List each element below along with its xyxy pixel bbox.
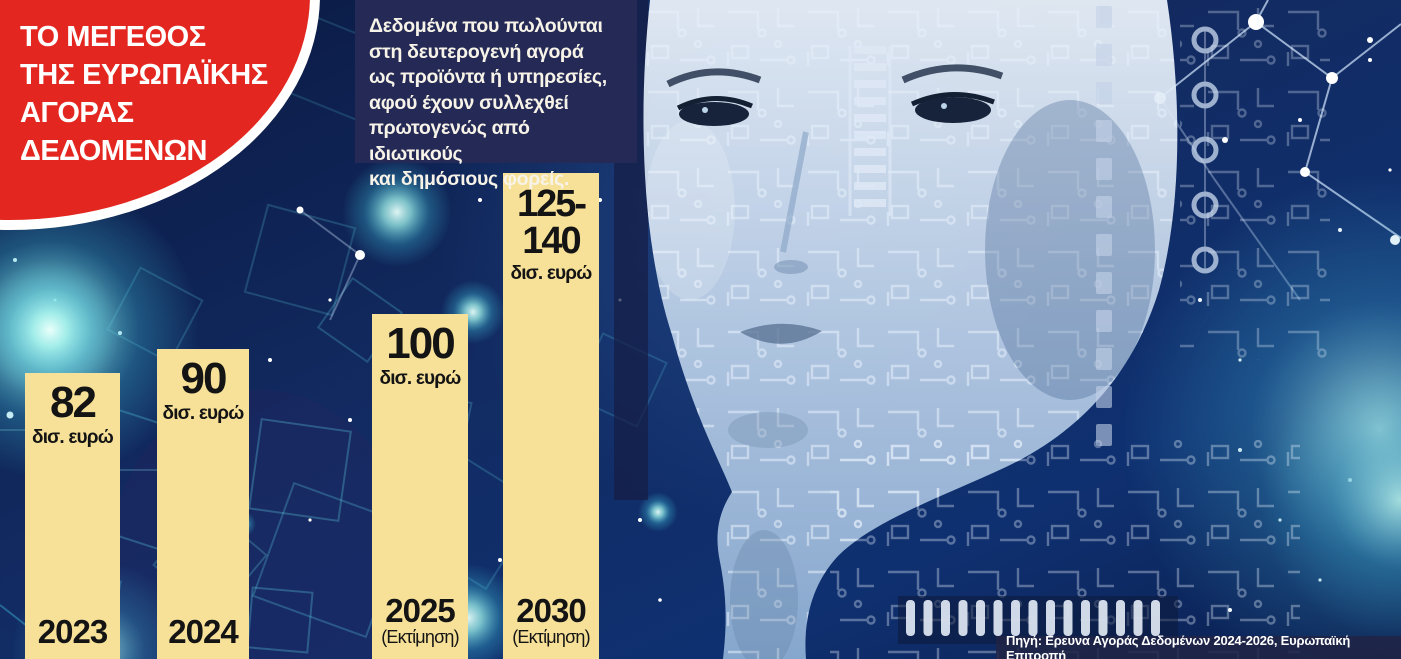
bar-unit-label: δισ. ευρώ (379, 367, 461, 389)
bar-value: 90 (180, 354, 228, 403)
bar-unit-label: δισ. ευρώ (31, 426, 114, 448)
ic-pin-ladder-decoration (848, 46, 892, 216)
note-line: αφού έχουν συλλεχθεί (369, 91, 569, 114)
bar-2024: 90 δισ. ευρώ 2024 (157, 349, 249, 659)
pad-rect-column-decoration (1096, 6, 1112, 446)
note-line: ως προϊόντα ή υπηρεσίες, (369, 66, 607, 88)
bar-2025: 100 δισ. ευρώ 2025 (Εκτίμηση) (372, 314, 468, 659)
bar-estimate-label: (Εκτίμηση) (512, 627, 590, 648)
bar-unit-label: δισ. ευρώ (510, 263, 592, 285)
note-line: και δημόσιους φορείς. (369, 168, 570, 190)
bar-estimate-label: (Εκτίμηση) (381, 627, 459, 648)
bar-year-label: 2030 (516, 592, 586, 630)
bar-year-label: 2023 (37, 613, 108, 650)
source-credit: Πηγή: Ερευνα Αγοράς Δεδομένων 2024-2026,… (996, 632, 1401, 659)
bar-value-line2: 140 (522, 220, 581, 263)
source-credit-text: Πηγή: Ερευνα Αγοράς Δεδομένων 2024-2026,… (1006, 632, 1351, 659)
note-line: στη δευτερογενή αγορά (369, 40, 584, 63)
bar-value-block: 100 δισ. ευρώ (379, 314, 461, 390)
title-line: ΔΕΔΟΜΕΝΩΝ (20, 135, 207, 167)
bar-year-label: 2025 (385, 592, 455, 630)
bar-year-label: 2024 (168, 613, 238, 650)
bar-2030: 125- 140 δισ. ευρώ 2030 (Εκτίμηση) (503, 173, 599, 659)
bar-year-block: 2023 (37, 613, 108, 659)
note-line: πρωτογενώς από ιδιωτικούς (369, 117, 530, 165)
title-line: ΤΗΣ ΕΥΡΩΠΑΪΚΗΣ (20, 59, 268, 91)
title-line: ΑΓΟΡΑΣ (20, 97, 134, 129)
bar-value-block: 125- 140 δισ. ευρώ (510, 173, 592, 285)
title-line: ΤΟ ΜΕΓΕΘΟΣ (20, 21, 206, 53)
bar-year-block: 2024 (168, 613, 238, 659)
chart-title: ΤΟ ΜΕΓΕΘΟΣ ΤΗΣ ΕΥΡΩΠΑΪΚΗΣ ΑΓΟΡΑΣ ΔΕΔΟΜΕΝ… (20, 18, 315, 170)
definition-note-box: Δεδομένα που πωλούνται στη δευτερογενή α… (355, 0, 637, 190)
bar-value-line1: 125- (516, 183, 587, 225)
bar-value-block: 90 δισ. ευρώ (162, 349, 244, 425)
bar-value: 82 (50, 378, 97, 427)
bar-value: 100 (386, 319, 455, 368)
face-features (666, 64, 1004, 344)
solder-pad-column-decoration (1191, 26, 1219, 274)
note-line: Δεδομένα που πωλούνται (369, 15, 603, 37)
bar-unit-label: δισ. ευρώ (162, 402, 244, 424)
bar-value-block: 82 δισ. ευρώ (31, 373, 114, 449)
bar-year-block: 2025 (Εκτίμηση) (381, 594, 459, 659)
bar-2023: 82 δισ. ευρώ 2023 (25, 373, 120, 659)
bar-year-block: 2030 (Εκτίμηση) (512, 594, 590, 659)
